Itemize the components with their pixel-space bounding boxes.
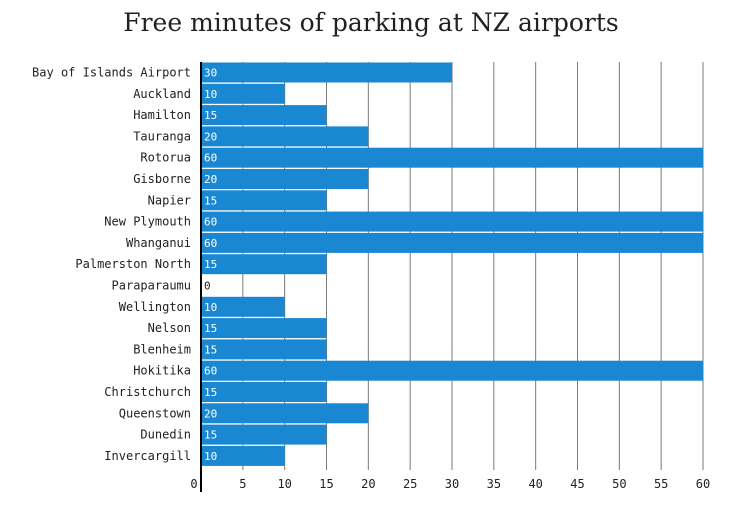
category-label: New Plymouth bbox=[104, 215, 191, 229]
category-labels: Bay of Islands Airport Auckland Hamilton Ta… bbox=[32, 66, 191, 463]
x-tick-label: 5 bbox=[239, 477, 246, 491]
bar-value-label: 15 bbox=[204, 429, 217, 442]
bar-value-label: 0 bbox=[204, 280, 211, 293]
bar-value-label: 20 bbox=[204, 407, 217, 420]
x-tick-labels: 0 5 10 15 20 25 30 35 40 45 50 55 60 bbox=[190, 477, 710, 491]
category-label: Auckland bbox=[133, 87, 191, 101]
category-label: Wellington bbox=[119, 300, 191, 314]
category-label: Whanganui bbox=[126, 236, 191, 250]
bar bbox=[201, 382, 327, 402]
bar-value-label: 15 bbox=[204, 343, 217, 356]
x-tick-label: 55 bbox=[654, 477, 668, 491]
x-tick-label: 0 bbox=[190, 477, 197, 491]
bar bbox=[201, 169, 369, 189]
bar-value-labels: 30 10 15 20 60 20 15 60 60 15 0 10 15 15 60 15 20 15 10 bbox=[204, 67, 217, 463]
x-tick-label: 25 bbox=[403, 477, 417, 491]
category-label: Christchurch bbox=[104, 385, 191, 399]
x-tick-label: 40 bbox=[528, 477, 542, 491]
bar-value-label: 30 bbox=[204, 67, 217, 80]
bar bbox=[201, 296, 285, 317]
x-tick-label: 60 bbox=[696, 477, 710, 491]
category-label: Nelson bbox=[148, 321, 191, 335]
bar-value-label: 60 bbox=[204, 237, 217, 250]
bar-value-label: 15 bbox=[204, 109, 217, 122]
x-tick-label: 20 bbox=[361, 477, 375, 491]
bar-value-label: 15 bbox=[204, 194, 217, 207]
bar bbox=[201, 126, 369, 147]
x-tick-label: 35 bbox=[487, 477, 501, 491]
bar-value-label: 10 bbox=[204, 450, 217, 463]
bar bbox=[201, 232, 703, 253]
category-label: Hamilton bbox=[133, 108, 191, 122]
bar-value-label: 60 bbox=[204, 152, 217, 165]
category-label: Dunedin bbox=[140, 428, 191, 442]
bar bbox=[201, 445, 285, 466]
x-tick-label: 45 bbox=[570, 477, 584, 491]
x-tick-label: 10 bbox=[277, 477, 291, 491]
bar bbox=[201, 190, 327, 211]
bar bbox=[201, 254, 327, 275]
bar-value-label: 15 bbox=[204, 258, 217, 271]
chart-title: Free minutes of parking at NZ airports bbox=[123, 8, 618, 37]
category-label: Queenstown bbox=[119, 406, 191, 420]
bar-value-label: 60 bbox=[204, 216, 217, 229]
x-tick-label: 30 bbox=[445, 477, 459, 491]
bar-value-label: 15 bbox=[204, 322, 217, 335]
bar-value-label: 15 bbox=[204, 386, 217, 399]
category-label: Napier bbox=[148, 193, 191, 207]
bar-value-label: 20 bbox=[204, 173, 217, 186]
category-label: Gisborne bbox=[133, 172, 191, 186]
bars bbox=[201, 62, 703, 466]
category-label: Blenheim bbox=[133, 342, 191, 356]
category-label: Palmerston North bbox=[75, 257, 191, 271]
bar-value-label: 60 bbox=[204, 365, 217, 378]
bar-value-label: 10 bbox=[204, 88, 217, 101]
bar bbox=[201, 360, 703, 381]
bar-value-label: 10 bbox=[204, 301, 217, 314]
category-label: Paraparaumu bbox=[112, 279, 191, 293]
category-label: Rotorua bbox=[140, 151, 191, 165]
category-label: Tauranga bbox=[133, 129, 191, 143]
bar bbox=[201, 318, 327, 339]
bar bbox=[201, 83, 285, 104]
bar-value-label: 20 bbox=[204, 130, 217, 143]
category-label: Bay of Islands Airport bbox=[32, 66, 191, 80]
category-label: Hokitika bbox=[133, 364, 191, 378]
bar bbox=[201, 424, 327, 445]
x-tick-label: 50 bbox=[612, 477, 626, 491]
bar bbox=[201, 147, 703, 168]
category-label: Invercargill bbox=[104, 449, 191, 463]
bar bbox=[201, 211, 703, 232]
bar bbox=[201, 339, 327, 360]
bar bbox=[201, 105, 327, 126]
bar bbox=[201, 403, 369, 424]
bar bbox=[201, 62, 452, 83]
x-tick-label: 15 bbox=[319, 477, 333, 491]
